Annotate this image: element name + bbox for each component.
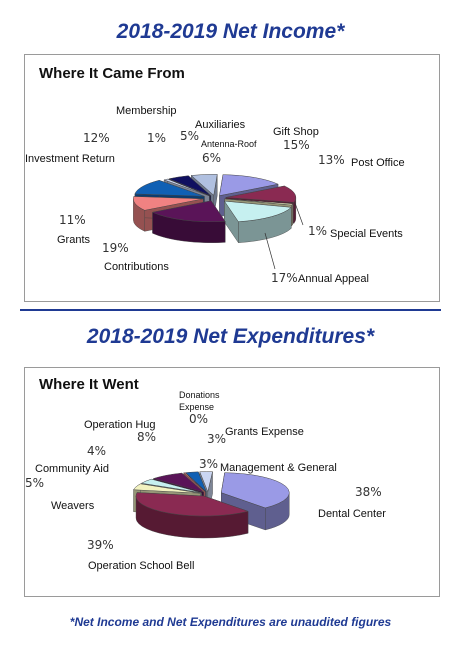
label-grants: Grants bbox=[57, 234, 91, 246]
pie-slice-operation-school-bell bbox=[135, 492, 249, 539]
pct-annual-appeal: 17% bbox=[271, 271, 298, 285]
label-weavers: Weavers bbox=[51, 500, 95, 512]
income-chart-title: Where It Came From bbox=[39, 65, 185, 82]
expend-chart-title: Where It Went bbox=[39, 376, 139, 393]
pie-slice-contributions bbox=[151, 200, 226, 243]
pct-contributions: 19% bbox=[102, 241, 129, 255]
pct-operation-hug: 8% bbox=[137, 430, 156, 444]
expend-heading: 2018-2019 Net Expenditures* bbox=[86, 325, 375, 348]
label-donations-expense-1: Expense bbox=[179, 402, 214, 412]
pct-membership: 1% bbox=[147, 131, 166, 145]
pct-grants: 11% bbox=[59, 213, 86, 227]
label-auxiliaries: Auxiliaries bbox=[195, 119, 246, 131]
income-chart-panel: Where It Came From 15% Gift Shop 13% Post O… bbox=[24, 54, 440, 302]
label-contributions: Contributions bbox=[104, 261, 169, 273]
label-special-events: Special Events bbox=[330, 228, 403, 240]
pct-gift-shop: 15% bbox=[283, 138, 310, 152]
pct-operation-school-bell: 39% bbox=[87, 538, 114, 552]
pct-antenna-roof: 6% bbox=[202, 151, 221, 165]
leader-line-annual-appeal bbox=[264, 232, 276, 270]
label-investment-return: Investment Return bbox=[25, 153, 115, 165]
pct-donations-expense: 0% bbox=[189, 412, 208, 426]
label-annual-appeal: Annual Appeal bbox=[298, 273, 369, 285]
section-divider bbox=[20, 309, 441, 311]
pct-dental-center: 38% bbox=[355, 485, 382, 499]
label-antenna-roof: Antenna-Roof bbox=[201, 139, 257, 149]
pct-post-office: 13% bbox=[318, 153, 345, 167]
expend-chart-panel: Where It Went 38% Dental Center 39% Operati… bbox=[24, 367, 440, 597]
label-membership: Membership bbox=[116, 105, 177, 117]
pie-slice-annual-appeal bbox=[223, 200, 292, 244]
pct-management-and-general: 3% bbox=[199, 457, 218, 471]
label-community-aid: Community Aid bbox=[35, 463, 109, 475]
pct-community-aid: 4% bbox=[87, 444, 106, 458]
pct-weavers: 5% bbox=[25, 476, 44, 490]
pct-auxiliaries: 5% bbox=[180, 129, 199, 143]
label-operation-hug: Operation Hug bbox=[84, 419, 156, 431]
expend-pie-chart: 38% Dental Center 39% Operation School Bell… bbox=[25, 390, 386, 572]
label-grants-expense: Grants Expense bbox=[225, 426, 304, 438]
label-gift-shop: Gift Shop bbox=[273, 126, 319, 138]
income-heading: 2018-2019 Net Income* bbox=[116, 20, 345, 43]
pct-investment-return: 12% bbox=[83, 131, 110, 145]
pct-special-events: 1% bbox=[308, 224, 327, 238]
label-operation-school-bell: Operation School Bell bbox=[88, 560, 194, 572]
label-post-office: Post Office bbox=[351, 157, 405, 169]
label-donations-expense: Donations bbox=[179, 390, 220, 400]
pct-grants-expense: 3% bbox=[207, 432, 226, 446]
label-management-and-general: Management & General bbox=[220, 462, 337, 474]
label-dental-center: Dental Center bbox=[318, 508, 386, 520]
footnote: *Net Income and Net Expenditures are una… bbox=[69, 615, 392, 629]
leader-line-special-events bbox=[294, 202, 304, 226]
